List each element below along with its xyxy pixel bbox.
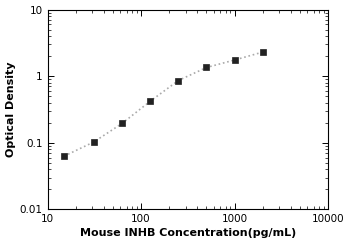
Y-axis label: Optical Density: Optical Density xyxy=(6,62,15,157)
X-axis label: Mouse INHB Concentration(pg/mL): Mouse INHB Concentration(pg/mL) xyxy=(80,228,296,238)
